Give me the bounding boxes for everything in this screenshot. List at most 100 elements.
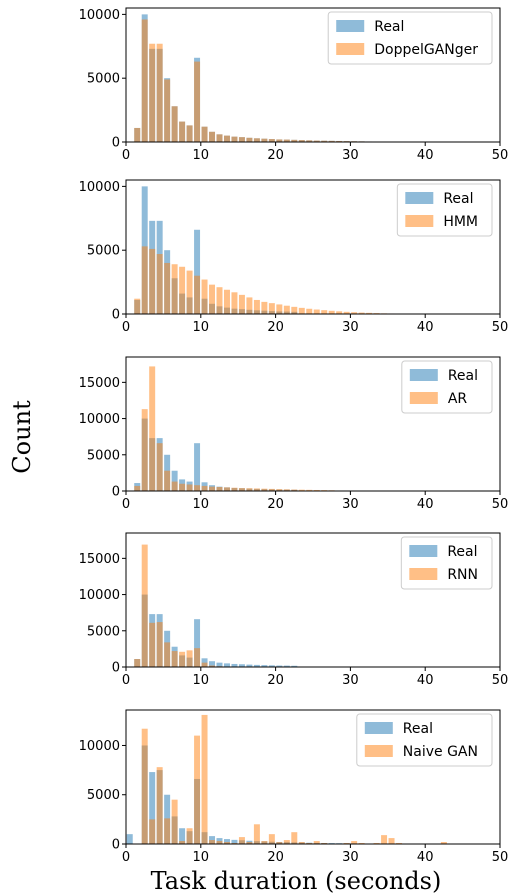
bar-generated [134,127,141,142]
bar-generated [253,299,260,314]
bar-generated [298,307,305,314]
bar-real [231,839,238,844]
bar-generated [328,140,335,142]
y-tick-label: 15000 [79,376,120,391]
bar-generated [246,488,253,491]
bar-generated [268,488,275,491]
bar-generated [194,275,201,314]
legend: Real AR [401,360,493,414]
bar-generated [201,126,208,142]
y-tick-label: 10000 [79,180,120,195]
bar-generated [186,650,193,667]
chart-panel-5: 0 10 20 30 40 50 0 5000 10000 Real Naive GAN [79,709,509,865]
bar-generated [328,310,335,314]
bar-generated [253,824,260,844]
bar-generated [186,270,193,314]
y-tick-label: 0 [112,485,120,500]
bar-generated [223,487,230,491]
chart-panel-4: 0 10 20 30 40 50 0 5000 10000 15000 Real RNN [79,532,509,688]
x-tick-label: 50 [492,320,509,335]
bar-generated [276,304,283,314]
x-tick-label: 10 [193,497,210,512]
bar-generated [283,305,290,314]
bar-generated [298,489,305,491]
bar-generated [171,651,178,667]
bar-generated [164,79,171,142]
legend: Real DoppelGANger [327,11,493,65]
legend-swatch-real [336,20,365,32]
x-tick-label: 50 [492,497,509,512]
bar-generated [388,838,395,844]
bar-real [126,834,133,844]
bars [134,544,298,667]
y-tick-label: 10000 [79,739,120,754]
bar-generated [186,125,193,142]
legend-label-generated: Naive GAN [403,744,478,760]
y-tick-label: 0 [112,308,120,323]
bar-generated [164,470,171,491]
y-tick-label: 5000 [87,448,120,463]
x-axis-label: Task duration (seconds) [151,867,442,895]
bar-generated [366,312,373,314]
bar-generated [201,662,208,667]
y-tick-label: 5000 [87,788,120,803]
bar-generated [156,622,163,667]
bar-generated [209,131,216,142]
y-tick-label: 0 [112,661,120,676]
bar-real [291,665,298,667]
bar-generated [358,312,365,314]
x-tick-label: 20 [267,497,284,512]
bar-generated [268,303,275,314]
chart-panel-2: 0 10 20 30 40 50 0 5000 10000 Real HMM [79,179,509,335]
bar-generated [179,841,186,844]
bar-generated [381,835,388,844]
legend-swatch-real [409,369,438,381]
bar-generated [253,138,260,142]
bar-generated [186,828,193,844]
bar-generated [261,301,268,314]
bar-real [223,663,230,667]
bar-generated [223,289,230,314]
bar-generated [209,665,216,667]
bar-generated [149,366,156,491]
bar-generated [164,642,171,667]
bar-generated [216,134,223,142]
bar-generated [343,311,350,314]
bar-generated [149,248,156,314]
bar-generated [171,106,178,142]
legend-label-real: Real [448,368,478,384]
x-tick-label: 10 [193,673,210,688]
x-tick-label: 0 [122,148,130,163]
bar-generated [141,544,148,667]
x-tick-label: 0 [122,497,130,512]
bar-generated [268,834,275,844]
plot-frame [125,179,501,315]
x-tick-label: 40 [417,320,434,335]
chart-panel-1: 0 10 20 30 40 50 0 5000 10000 Real DoppelGANger [79,7,508,163]
bar-generated [209,486,216,491]
bar-generated [223,135,230,142]
bar-generated [171,264,178,314]
bar-generated [201,279,208,314]
bar-generated [231,292,238,314]
x-tick-label: 50 [492,673,509,688]
bar-generated [291,306,298,314]
x-tick-label: 20 [267,850,284,865]
bar-generated [141,19,148,143]
bar-generated [223,842,230,844]
bar-generated [238,137,245,142]
bar-generated [246,297,253,314]
bar-real [209,661,216,667]
bar-generated [321,140,328,142]
chart-panel-3: 0 10 20 30 40 50 0 5000 10000 15000 Real AR [79,356,509,512]
x-tick-label: 40 [417,673,434,688]
x-tick-label: 40 [417,850,434,865]
bar-generated [268,139,275,142]
x-tick-label: 50 [492,850,509,865]
bar-generated [283,489,290,491]
x-tick-label: 30 [342,497,359,512]
y-tick-label: 5000 [87,624,120,639]
bar-generated [321,310,328,314]
